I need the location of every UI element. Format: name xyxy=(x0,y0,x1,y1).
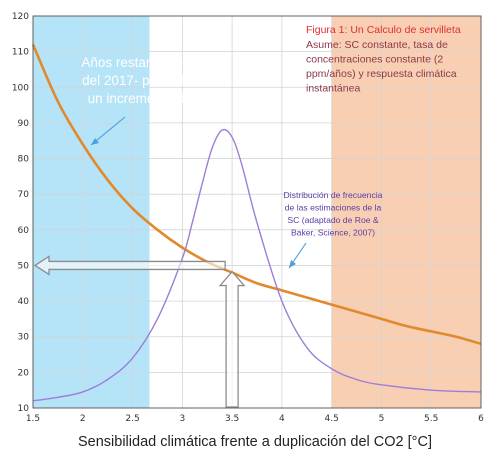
shaded-region-1 xyxy=(33,16,150,408)
y-tick-label: 90 xyxy=(18,119,30,129)
frequency-distribution-label: Distribución de frecuencia xyxy=(284,190,383,200)
annotation-arrows xyxy=(33,116,307,408)
frequency-distribution-label: de las estimaciones de la xyxy=(285,203,382,213)
x-tick-label: 4.5 xyxy=(325,414,339,424)
y-tick-label: 40 xyxy=(18,297,30,307)
up-arrow xyxy=(218,270,246,408)
shaded-regions xyxy=(33,16,481,408)
figure-note: Asume: SC constante, tasa de xyxy=(306,39,448,51)
series-line-remaining-years xyxy=(31,43,482,346)
x-tick-label: 3 xyxy=(179,414,185,424)
figure-note: instantánea xyxy=(306,83,360,95)
y-tick-label: 110 xyxy=(12,48,29,58)
x-tick-label: 3.5 xyxy=(225,414,239,424)
plot-frame xyxy=(32,15,482,409)
y-tick-label: 70 xyxy=(18,190,30,200)
x-tick-label: 6 xyxy=(478,414,484,424)
annotations: Años restantes –a partir del 2017- para a… xyxy=(81,24,460,238)
shaded-region-2 xyxy=(331,16,481,408)
grid xyxy=(32,15,482,409)
left-arrow xyxy=(33,255,226,276)
y-tick-label: 60 xyxy=(18,226,30,236)
x-tick-label: 2 xyxy=(80,414,86,424)
tick-labels: 1.5 2 2.5 3 3.5 4 4.5 5 5.5 6 10 20 30 40 50 60 70 80 90 10… xyxy=(12,12,484,424)
remaining-years-label: Años restantes –a partir xyxy=(81,55,225,70)
remaining-years-label: un incremento de 2°C xyxy=(88,91,219,106)
y-tick-label: 30 xyxy=(18,333,30,343)
figure-note: concentraciones constante (2 xyxy=(306,54,443,66)
frequency-distribution-label: Baker, Science, 2007) xyxy=(291,228,375,238)
purple-callout-arrowhead xyxy=(289,260,296,268)
y-tick-label: 20 xyxy=(18,368,30,378)
x-tick-label: 5.5 xyxy=(424,414,438,424)
x-axis-label: Sensibilidad climática frente a duplicac… xyxy=(78,434,432,450)
frequency-distribution-label: SC (adaptado de Roe & xyxy=(287,215,379,225)
x-tick-label: 5 xyxy=(379,414,385,424)
figure-note: ppm/años) y respuesta climática xyxy=(306,68,457,80)
y-tick-label: 80 xyxy=(18,155,30,165)
x-tick-label: 2.5 xyxy=(125,414,139,424)
series-line-frequency-distribution xyxy=(32,128,482,402)
remaining-years-label: del 2017- para alcanzar xyxy=(82,73,224,88)
figure-title: Figura 1: Un Calculo de servilleta xyxy=(306,24,461,36)
orange-callout-arrowhead xyxy=(91,138,99,145)
y-tick-label: 120 xyxy=(12,12,29,22)
x-tick-label: 4 xyxy=(279,414,285,424)
y-tick-label: 10 xyxy=(18,404,30,414)
y-tick-label: 100 xyxy=(12,83,29,93)
axes xyxy=(32,15,482,409)
y-tick-label: 50 xyxy=(18,261,30,271)
x-tick-label: 1.5 xyxy=(26,414,40,424)
series-lines xyxy=(31,43,482,402)
